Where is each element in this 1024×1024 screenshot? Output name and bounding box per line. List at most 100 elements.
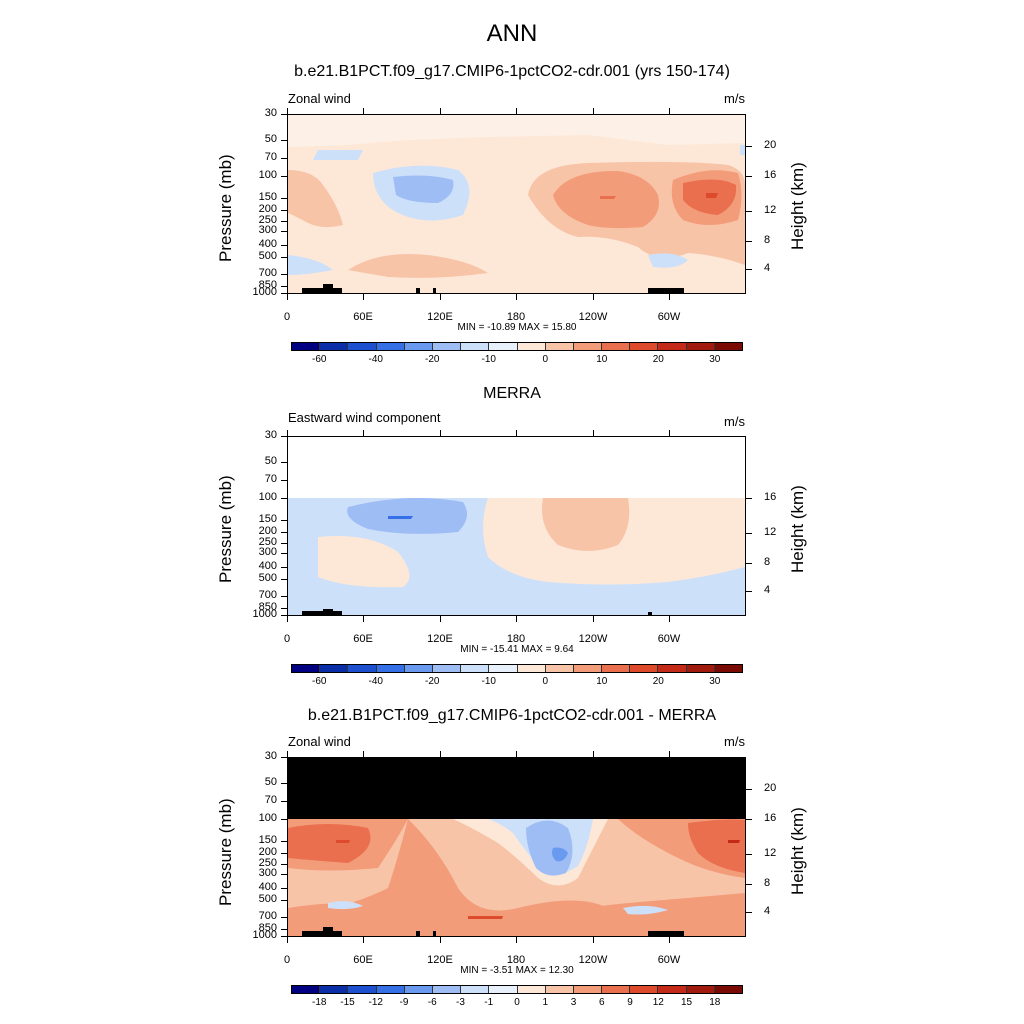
panel-1-units: m/s [724, 91, 745, 106]
panel-1-ytick-mark [281, 176, 287, 177]
colorbar-swatch [602, 665, 631, 672]
panel-3-ytick-label: 850 [258, 922, 277, 934]
panel-3-htick-label: 4 [764, 905, 771, 917]
panel-3-ytick-mark [281, 853, 287, 854]
panel-3-htick-label: 20 [764, 782, 777, 794]
panel-1-ytick-label: 100 [258, 169, 277, 181]
panel-1-ytick-label: 200 [258, 203, 277, 215]
panel-2-ytick-label: 850 [258, 601, 277, 613]
colorbar-swatch [404, 665, 433, 672]
panel-2-ytick-label: 70 [264, 473, 277, 485]
panel-2-ytick-mark [281, 436, 287, 437]
panel-2-xtick-top [440, 430, 441, 436]
panel-1-ytick-mark [281, 140, 287, 141]
colorbar-swatch [320, 343, 349, 350]
panel-2-colorbar-label: -40 [368, 676, 383, 687]
panel-3-ytick-mark [281, 936, 287, 937]
panel-3-ytick-label: 150 [258, 834, 277, 846]
panel-2-colorbar-label: -10 [481, 676, 496, 687]
panel-2-htick-label: 16 [764, 491, 777, 503]
panel-2-htick-label: 4 [764, 584, 771, 596]
colorbar-swatch [630, 665, 659, 672]
panel-1-htick-label: 8 [764, 234, 771, 246]
panel-2-xtick-label: 120W [578, 633, 608, 645]
panel-3-colorbar-label: 18 [709, 997, 721, 1008]
panel-3-ytick-mark [281, 929, 287, 930]
panel-1-xtick-label: 60E [353, 311, 373, 323]
panel-1-ytick-mark [281, 286, 287, 287]
panel-2-colorbar-label: 20 [652, 676, 664, 687]
colorbar-swatch [292, 986, 321, 993]
panel-3-ytick-label: 1000 [252, 929, 277, 941]
panel-1-ytick-label: 150 [258, 191, 277, 203]
panel-3-xtick-top [669, 751, 670, 757]
panel-2-ytick-mark [281, 579, 287, 580]
panel-3-ytick-mark [281, 801, 287, 802]
panel-2-xtick-label: 60E [353, 633, 373, 645]
colorbar-swatch [517, 986, 546, 993]
colorbar-swatch [658, 986, 687, 993]
panel-2-left-title: Eastward wind component [288, 410, 441, 425]
panel-1-ytick-label: 30 [264, 107, 277, 119]
panel-1-ytick-mark [281, 158, 287, 159]
panel-2-htick-mark [746, 533, 752, 534]
panel-1-colorbar-label: -20 [425, 354, 440, 365]
panel-3-colorbar [291, 985, 743, 994]
colorbar-swatch [658, 665, 687, 672]
panel-3-colorbar-label: 15 [680, 997, 693, 1008]
panel-3-htick-mark [746, 789, 752, 790]
panel-1-htick-mark [746, 269, 752, 270]
panel-1-ytick-mark [281, 221, 287, 222]
panel-1-contours [288, 115, 745, 293]
panel-2-ytick-label: 200 [258, 525, 277, 537]
panel-2-xtick-bottom [287, 616, 288, 622]
panel-2-ytick-mark [281, 543, 287, 544]
panel-2-xtick-top [516, 430, 517, 436]
panel-1-htick-label: 4 [764, 262, 771, 274]
panel-3-xtick-label: 120W [578, 954, 608, 966]
panel-1-xtick-label: 180 [506, 311, 526, 323]
panel-2-ytick-mark [281, 553, 287, 554]
panel-2-xtick-top [593, 430, 594, 436]
colorbar-swatch [714, 343, 742, 350]
panel-2-ytick-mark [281, 498, 287, 499]
colorbar-swatch [686, 343, 715, 350]
colorbar-swatch [545, 343, 574, 350]
panel-2-ytick-mark [281, 480, 287, 481]
panel-3-colorbar-label: -9 [399, 997, 409, 1008]
panel-1-ytick-label: 250 [258, 214, 277, 226]
colorbar-swatch [404, 986, 433, 993]
panel-3-xtick-top [363, 751, 364, 757]
panel-1-xtick-top [287, 108, 288, 114]
panel-3-minmax: MIN = -3.51 MAX = 12.30 [460, 965, 574, 976]
panel-1-colorbar [291, 342, 743, 351]
panel-1-colorbar-label: -10 [481, 354, 496, 365]
colorbar-swatch [573, 665, 603, 672]
colorbar-swatch [517, 343, 546, 350]
panel-3-ytick-label: 500 [258, 893, 277, 905]
panel-3-htick-mark [746, 819, 752, 820]
panel-2-xtick-top [363, 430, 364, 436]
panel-3-ylabel-left: Pressure (mb) [216, 798, 235, 906]
panel-3-ytick-label: 30 [264, 750, 277, 762]
colorbar-swatch [348, 665, 377, 672]
panel-3-htick-mark [746, 854, 752, 855]
panel-3-colorbar-label: -1 [484, 997, 494, 1008]
panel-1-xtick-top [593, 108, 594, 114]
panel-3-xtick-bottom [669, 937, 670, 943]
panel-2-ytick-label: 1000 [252, 608, 277, 620]
panel-3-xtick-label: 180 [506, 954, 526, 966]
panel-1-ytick-mark [281, 274, 287, 275]
panel-3-xtick-bottom [287, 937, 288, 943]
panel-1-ytick-mark [281, 257, 287, 258]
panel-3-ytick-label: 400 [258, 881, 277, 893]
panel-2-minmax: MIN = -15.41 MAX = 9.64 [460, 644, 574, 655]
panel-2-colorbar-label: 0 [542, 676, 549, 687]
panel-1-ytick-label: 500 [258, 250, 277, 262]
colorbar-swatch [489, 343, 518, 350]
colorbar-swatch [432, 343, 462, 350]
panel-2-xtick-label: 0 [283, 633, 291, 645]
colorbar-swatch [292, 665, 321, 672]
panel-2-ytick-mark [281, 596, 287, 597]
colorbar-swatch [517, 665, 546, 672]
